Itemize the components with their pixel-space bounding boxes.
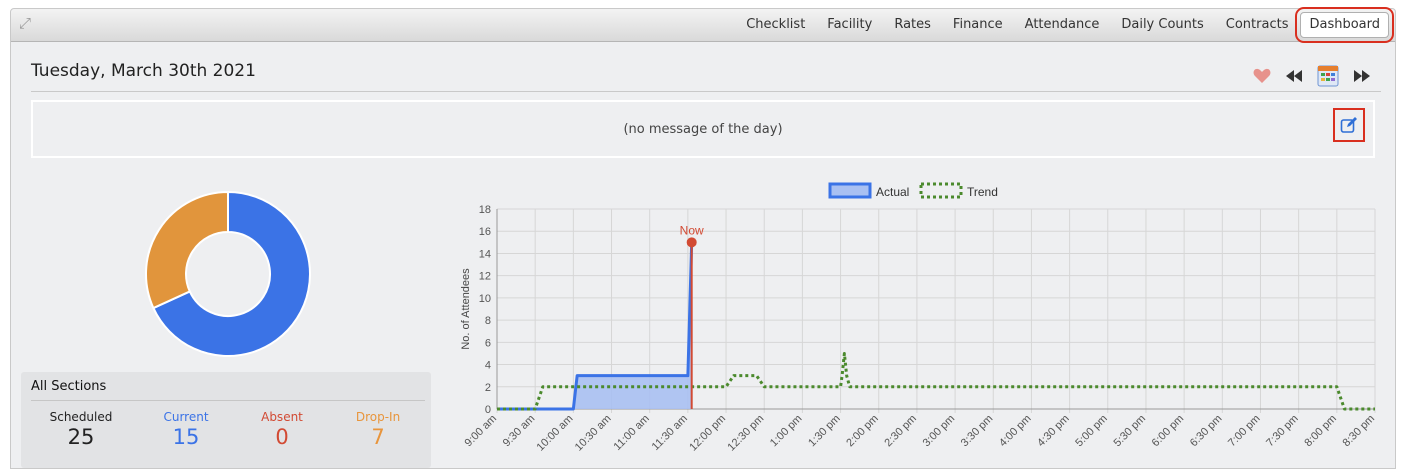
x-tick-label: 3:30 pm [959,413,996,450]
y-tick-label: 14 [479,248,491,260]
rewind-icon[interactable] [1285,69,1303,88]
y-tick-label: 6 [485,337,491,349]
edit-message-button[interactable] [1333,108,1365,142]
legend-swatch-trend [919,182,963,199]
date-toolbar [1239,65,1371,92]
stat-value: 7 [371,425,385,449]
x-tick-label: 6:00 pm [1150,413,1187,450]
stat-value: 0 [275,425,289,449]
nav-tabs: Checklist Facility Rates Finance Attenda… [734,7,1394,43]
tab-checklist[interactable]: Checklist [746,17,806,32]
stat-scheduled: Scheduled 25 [36,410,126,449]
stat-absent: Absent 0 [237,410,327,449]
x-tick-label: 10:00 am [535,413,576,454]
x-tick-label: 5:00 pm [1073,413,1110,450]
y-tick-label: 0 [485,404,491,416]
trend-line [497,351,1375,411]
x-tick-label: 8:00 pm [1302,413,1339,450]
page-title: Tuesday, March 30th 2021 [31,61,256,81]
donut-slice-current [152,191,311,357]
actual-area [497,242,692,409]
divider [31,91,1381,92]
heart-icon[interactable] [1253,68,1271,89]
stat-value: 15 [172,425,200,449]
y-tick-label: 18 [479,204,491,216]
x-tick-label: 1:00 pm [768,413,805,450]
x-tick-label: 7:30 pm [1264,413,1301,450]
tab-facility[interactable]: Facility [827,17,873,32]
x-tick-label: 7:00 pm [1226,413,1263,450]
y-tick-label: 10 [479,293,491,305]
x-tick-label: 6:30 pm [1188,413,1225,450]
legend-label-actual: Actual [876,185,909,199]
y-tick-label: 2 [485,382,491,394]
tab-attendance[interactable]: Attendance [1024,17,1100,32]
x-tick-label: 11:00 am [611,413,651,453]
message-of-the-day: (no message of the day) [31,100,1375,158]
tab-daily-counts[interactable]: Daily Counts [1121,17,1204,32]
stat-value: 25 [67,425,95,449]
edit-icon [1340,117,1357,133]
x-tick-label: 3:00 pm [921,413,958,450]
x-tick-label: 11:30 am [650,413,690,453]
tab-rates[interactable]: Rates [894,17,931,32]
now-marker [686,237,697,248]
attendance-line-chart: Actual Trend 0 2 4 6 8 10 12 14 16 18 9:00 am 9:30 am… [460,182,1378,454]
tab-dashboard[interactable]: Dashboard [1295,7,1394,43]
y-axis-label: No. of Attendees [460,268,472,350]
x-tick-label: 1:30 pm [806,413,843,450]
x-tick-label: 5:30 pm [1111,413,1148,450]
x-tick-label: 10:30 am [573,413,614,454]
stat-label: Absent [261,410,303,424]
stat-label: Current [163,410,209,424]
x-tick-label: 4:00 pm [997,413,1034,450]
top-nav-bar: ⤢ Checklist Facility Rates Finance Atten… [11,7,1395,43]
expand-icon[interactable]: ⤢ [19,15,32,32]
y-tick-label: 12 [479,271,491,283]
stat-drop-in: Drop-In 7 [333,410,423,449]
x-tick-label: 2:30 pm [882,413,919,450]
summary-divider [31,400,425,401]
all-sections-summary: All Sections Scheduled 25 Current 15 Abs… [21,372,431,468]
x-tick-label: 9:30 am [501,413,538,450]
stat-label: Drop-In [355,410,401,424]
now-label: Now [680,223,704,237]
legend-swatch-actual [828,182,872,199]
summary-title: All Sections [31,379,107,394]
motd-text: (no message of the day) [623,122,783,137]
attendance-donut-chart [145,191,311,357]
y-tick-label: 16 [479,226,491,238]
y-tick-label: 4 [485,360,491,372]
stat-label: Scheduled [49,410,113,424]
app-window: ⤢ Checklist Facility Rates Finance Atten… [10,7,1396,469]
legend-label-trend: Trend [967,185,998,199]
fast-forward-icon[interactable] [1353,69,1371,88]
donut-slice-drop-in [145,191,229,310]
y-tick-label: 8 [485,315,491,327]
tab-contracts[interactable]: Contracts [1225,17,1289,32]
calendar-icon[interactable] [1317,65,1339,92]
x-tick-label: 2:00 pm [844,413,881,450]
x-tick-label: 12:30 pm [725,413,766,454]
x-tick-label: 12:00 pm [687,413,728,454]
x-tick-label: 9:00 am [463,413,500,450]
x-tick-label: 4:30 pm [1035,413,1072,450]
x-tick-label: 8:30 pm [1341,413,1378,450]
tab-finance[interactable]: Finance [952,17,1003,32]
stat-current: Current 15 [141,410,231,449]
